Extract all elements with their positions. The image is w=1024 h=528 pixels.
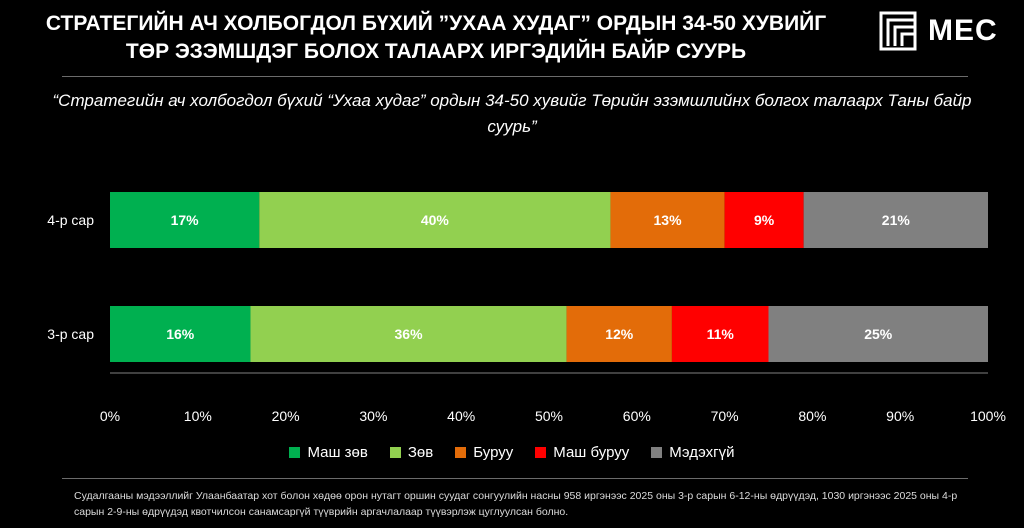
- legend-item-very-wrong: Маш буруу: [535, 444, 629, 461]
- x-tick-label: 70%: [711, 408, 739, 424]
- x-tick-label: 20%: [272, 408, 300, 424]
- x-tick-label: 50%: [535, 408, 563, 424]
- bar-segment-wrong: [610, 192, 725, 248]
- data-label-good: 36%: [395, 326, 424, 342]
- legend-swatch-very-good: [289, 447, 301, 458]
- data-label-unknown: 21%: [882, 212, 911, 228]
- x-tick-label: 30%: [359, 408, 387, 424]
- survey-footnote: Судалгааны мэдээллийг Улаанбаатар хот бо…: [74, 490, 958, 518]
- top-divider: [62, 76, 968, 77]
- chart-subtitle: “Стратегийн ач холбогдол бүхий “Ухаа худ…: [52, 91, 972, 136]
- legend-label-good: Зөв: [407, 444, 434, 461]
- data-label-very-good: 17%: [171, 212, 200, 228]
- x-tick-label: 80%: [798, 408, 826, 424]
- chart-legend: Маш зөв Зөв Буруу Маш буруу Мэдэхгүй: [0, 444, 1024, 461]
- mec-logo-icon: [879, 11, 917, 51]
- data-label-very-good: 16%: [166, 326, 195, 342]
- x-tick-label: 100%: [970, 408, 1006, 424]
- legend-item-very-good: Маш зөв: [289, 444, 368, 461]
- bar-segment-very-wrong: [724, 192, 804, 248]
- bar-segment-unknown: [803, 192, 988, 248]
- bar-segment-very-good: [110, 306, 251, 362]
- x-tick-label: 90%: [886, 408, 914, 424]
- page-title: СТРАТЕГИЙН АЧ ХОЛБОГДОЛ БҮХИЙ ”УХАА ХУДА…: [45, 12, 827, 63]
- logo-text: MEC: [928, 14, 998, 47]
- category-label: 3-р сар: [47, 326, 94, 342]
- data-label-good: 40%: [421, 212, 450, 228]
- bottom-divider: [62, 478, 968, 479]
- bar-segment-good: [259, 192, 611, 248]
- legend-swatch-very-wrong: [535, 447, 547, 458]
- legend-item-unknown: Мэдэхгүй: [651, 444, 735, 461]
- legend-label-wrong: Буруу: [473, 444, 514, 461]
- legend-label-very-wrong: Маш буруу: [553, 444, 630, 461]
- stacked-bar-chart: 4-р сар 17% 40% 13% 9% 21% 3-р сар 16% 36% 12% 11%…: [47, 192, 1006, 424]
- data-label-unknown: 25%: [864, 326, 893, 342]
- bar-segment-very-wrong: [671, 306, 769, 362]
- category-label: 4-р сар: [47, 212, 94, 228]
- legend-item-good: Зөв: [389, 444, 434, 461]
- data-label-very-wrong: 11%: [707, 326, 735, 342]
- legend-label-unknown: Мэдэхгүй: [669, 444, 735, 461]
- x-tick-label: 60%: [623, 408, 651, 424]
- x-tick-label: 40%: [447, 408, 475, 424]
- x-tick-label: 10%: [184, 408, 212, 424]
- legend-item-wrong: Буруу: [455, 444, 513, 461]
- data-label-very-wrong: 9%: [754, 212, 775, 228]
- data-label-wrong: 12%: [605, 326, 634, 342]
- bar-segment-good: [250, 306, 567, 362]
- legend-label-very-good: Маш зөв: [307, 444, 368, 461]
- bar-segment-unknown: [768, 306, 988, 362]
- legend-swatch-good: [389, 447, 401, 458]
- bar-segment-wrong: [566, 306, 672, 362]
- legend-swatch-unknown: [651, 447, 663, 458]
- mec-logo: MEC: [878, 6, 1008, 56]
- x-tick-label: 0%: [100, 408, 120, 424]
- bar-segment-very-good: [110, 192, 260, 248]
- data-label-wrong: 13%: [654, 212, 683, 228]
- legend-swatch-wrong: [455, 447, 467, 458]
